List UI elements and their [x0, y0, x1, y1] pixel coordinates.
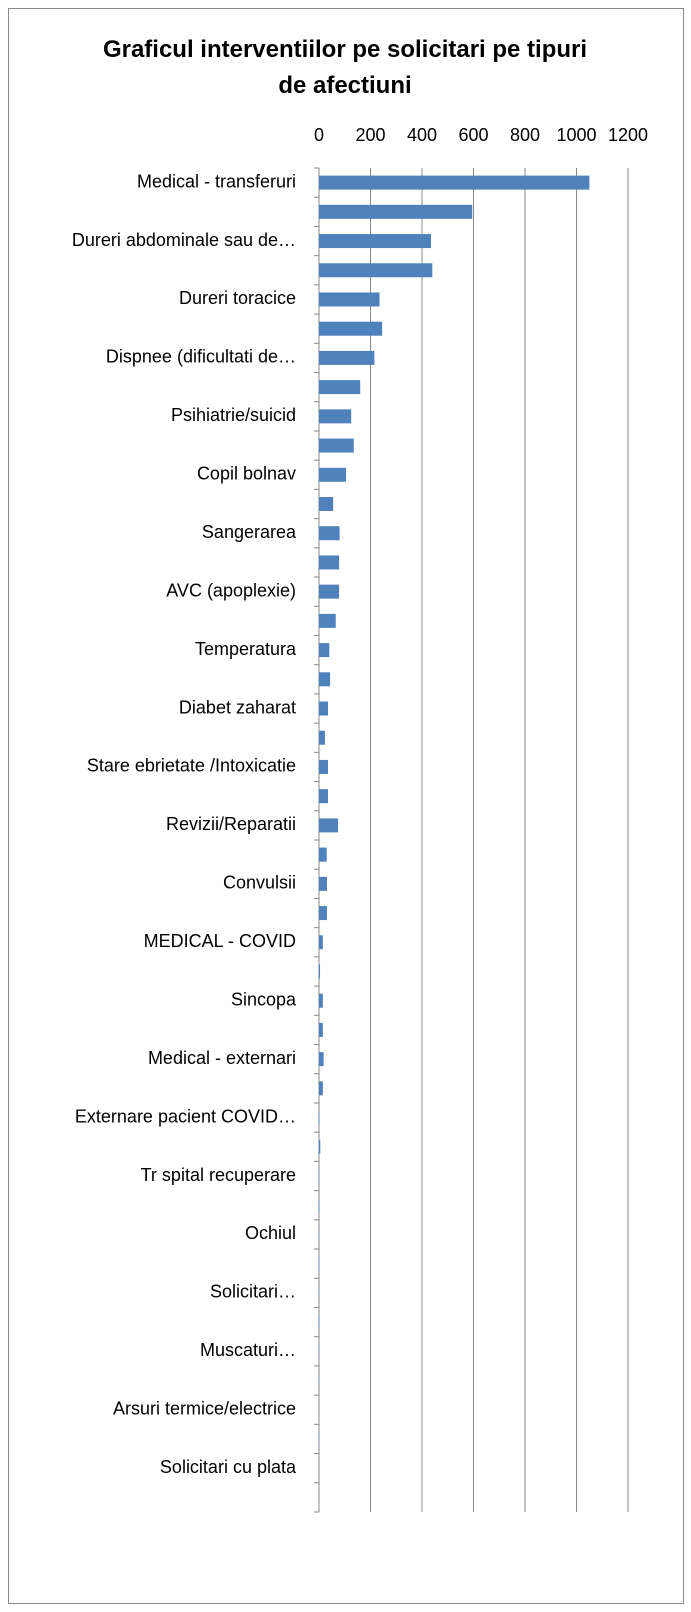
bar	[319, 643, 330, 658]
bar	[319, 613, 336, 628]
y-tick-label: Dureri abdominale sau de…	[72, 230, 296, 250]
bar	[319, 1315, 320, 1330]
x-tick-label: 600	[458, 125, 488, 145]
x-tick-label: 200	[355, 125, 385, 145]
bar	[319, 1198, 320, 1213]
bar	[319, 876, 327, 891]
chart-title: Graficul interventiilor pe solicitari pe…	[102, 36, 588, 99]
y-tick-label: Dureri toracice	[179, 288, 296, 308]
bar	[319, 263, 433, 278]
y-tick-label: Solicitari cu plata	[160, 1457, 297, 1477]
y-tick-label: Sincopa	[231, 989, 297, 1009]
bar	[319, 759, 329, 774]
y-tick-label: Psihiatrie/suicid	[171, 405, 296, 425]
bar	[319, 818, 339, 833]
bar	[319, 993, 323, 1008]
chart-border	[8, 8, 684, 1604]
y-tick-label: MEDICAL - COVID	[144, 931, 296, 951]
y-tick-label: Arsuri termice/electrice	[113, 1398, 296, 1418]
x-tick-label: 1000	[556, 125, 596, 145]
y-tick-label: Temperatura	[195, 639, 297, 659]
y-tick-label: Medical - transferuri	[137, 171, 296, 191]
y-tick-label: Convulsii	[223, 873, 296, 893]
bar	[319, 497, 334, 511]
y-tick-label: Medical - externari	[148, 1048, 296, 1068]
bar	[319, 467, 347, 482]
y-tick-label: Muscaturi…	[200, 1340, 296, 1360]
y-tick-label: Diabet zaharat	[179, 697, 296, 717]
bar	[319, 906, 327, 921]
bar	[319, 438, 354, 453]
bar	[319, 584, 340, 599]
y-tick-label: Tr spital recuperare	[141, 1165, 296, 1185]
x-tick-label: 400	[407, 125, 437, 145]
bar	[319, 526, 340, 541]
bar	[319, 321, 383, 336]
bar	[319, 350, 375, 365]
bar	[319, 1256, 320, 1271]
bar	[319, 1022, 323, 1037]
y-tick-label: Revizii/Reparatii	[166, 814, 296, 834]
y-tick-label: Ochiul	[245, 1223, 296, 1243]
bar	[319, 555, 340, 570]
y-tick-label: Dispnee (dificultati de…	[106, 347, 296, 367]
x-tick-label: 800	[510, 125, 540, 145]
y-tick-label: Externare pacient COVID…	[75, 1106, 296, 1126]
bar	[319, 789, 329, 804]
y-tick-label: Stare ebrietate /Intoxicatie	[87, 756, 296, 776]
bar	[319, 380, 361, 395]
x-tick-label: 1200	[608, 125, 648, 145]
bar	[319, 204, 473, 219]
bar	[319, 847, 327, 862]
y-tick-label: Sangerarea	[202, 522, 297, 542]
y-tick-label: Copil bolnav	[197, 464, 296, 484]
y-tick-label: AVC (apoplexie)	[166, 580, 296, 600]
bar	[319, 175, 590, 190]
bar	[319, 701, 329, 716]
bar	[319, 1139, 321, 1154]
bar	[319, 409, 352, 424]
bar	[319, 292, 380, 307]
bar	[319, 935, 323, 950]
y-tick-label: Solicitari…	[210, 1282, 296, 1302]
bar	[319, 1081, 323, 1096]
bar	[319, 234, 432, 249]
bar	[319, 730, 325, 745]
bar	[319, 964, 321, 979]
x-tick-label: 0	[314, 125, 324, 145]
bar	[319, 672, 331, 687]
bar	[319, 1052, 324, 1067]
bar	[319, 1110, 320, 1125]
